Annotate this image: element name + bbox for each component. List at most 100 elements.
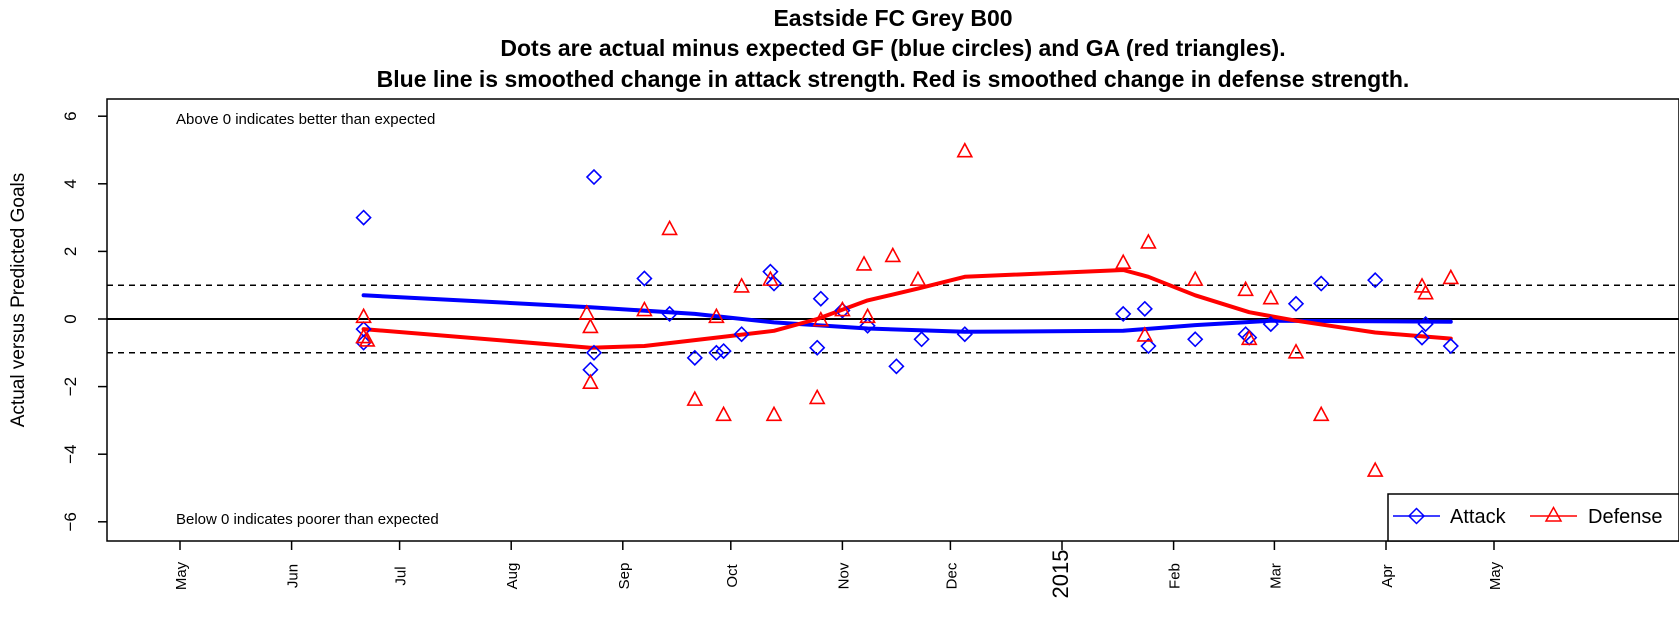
x-tick-label: Dec xyxy=(943,562,960,589)
x-tick-label: May xyxy=(173,561,190,590)
x-tick-label: Jun xyxy=(285,564,302,588)
defense-point xyxy=(686,390,704,406)
attack-point xyxy=(355,334,372,351)
defense-point xyxy=(1237,280,1254,297)
attack-point xyxy=(859,317,876,334)
chart-title: Eastside FC Grey B00 xyxy=(773,5,1012,31)
defense-point xyxy=(1240,329,1258,346)
defense-point xyxy=(1417,283,1434,300)
annotation-below-zero: Below 0 indicates poorer than expected xyxy=(176,511,439,528)
smoothed-line-attack xyxy=(361,293,1453,334)
attack-point xyxy=(1140,337,1157,355)
x-tick-label: Apr xyxy=(1379,564,1396,587)
attack-point xyxy=(956,326,973,343)
defense-point xyxy=(1366,461,1384,477)
attack-point xyxy=(715,342,732,360)
defense-point xyxy=(1287,343,1305,359)
defense-point xyxy=(578,304,596,320)
x-tick-label: Sep xyxy=(616,563,633,590)
attack-point xyxy=(733,326,750,343)
defense-point xyxy=(582,373,599,390)
attack-point xyxy=(809,339,826,356)
y-tick-label: 2 xyxy=(61,247,80,256)
attack-point xyxy=(1442,337,1459,355)
attack-point xyxy=(765,275,783,292)
attack-point xyxy=(1413,329,1431,346)
y-tick-label: −2 xyxy=(61,377,80,396)
attack-point xyxy=(1287,295,1305,312)
defense-point xyxy=(1262,289,1280,305)
defense-point xyxy=(1186,270,1204,286)
defense-point xyxy=(358,331,376,347)
x-tick-label: Oct xyxy=(724,564,741,588)
attack-point xyxy=(1367,271,1384,289)
chart-subtitle-line-2: Blue line is smoothed change in attack s… xyxy=(377,66,1410,92)
attack-point xyxy=(834,302,851,319)
legend-attack-marker-icon xyxy=(1407,507,1426,525)
defense-point xyxy=(1136,326,1154,342)
x-tick-label: Nov xyxy=(835,562,852,589)
x-tick-label: May xyxy=(1487,561,1504,590)
y-axis: −6 −4 −2 0 2 4 6 xyxy=(61,111,107,531)
defense-point xyxy=(765,405,783,422)
defense-point xyxy=(636,300,653,317)
attack-point xyxy=(1136,300,1153,317)
annotation-above-zero: Above 0 indicates better than expected xyxy=(176,111,435,128)
attack-point xyxy=(355,209,372,226)
defense-point xyxy=(708,307,725,324)
legend-defense-label: Defense xyxy=(1588,506,1663,528)
y-tick-label: 4 xyxy=(61,179,80,188)
x-tick-label: Mar xyxy=(1267,563,1284,589)
legend-defense-marker-icon xyxy=(1544,505,1563,522)
y-tick-label: −6 xyxy=(61,512,80,531)
defense-point xyxy=(1114,253,1132,270)
attack-point xyxy=(585,344,603,361)
chart-subtitle-line-1: Dots are actual minus expected GF (blue … xyxy=(500,35,1285,61)
defense-point xyxy=(355,327,372,344)
defense-point xyxy=(661,219,678,236)
defense-point xyxy=(1140,233,1157,249)
defense-point xyxy=(855,255,873,271)
defense-point xyxy=(355,307,372,324)
smoothed-line-defense xyxy=(361,268,1453,350)
defense-point xyxy=(834,300,851,317)
attack-point xyxy=(1417,315,1434,333)
defense-point xyxy=(812,311,830,327)
defense-point xyxy=(956,142,974,158)
x-axis: May Jun Jul Aug Sep Oct Nov Dec 2015 Feb Mar Apr May xyxy=(173,541,1504,598)
defense-point xyxy=(715,405,732,422)
defense-point xyxy=(733,277,750,293)
attack-point xyxy=(1262,315,1279,333)
defense-point xyxy=(1442,268,1460,285)
attack-point xyxy=(1187,331,1204,348)
data-points xyxy=(355,142,1460,477)
defense-point xyxy=(909,270,927,286)
attack-point xyxy=(686,349,703,367)
y-tick-label: −4 xyxy=(61,445,80,464)
attack-point xyxy=(636,270,653,287)
x-tick-label: Jul xyxy=(393,566,410,585)
x-tick-label: Aug xyxy=(504,563,521,590)
x-tick-label: 2015 xyxy=(1048,550,1073,599)
defense-point xyxy=(859,307,876,324)
attack-point xyxy=(585,168,603,186)
attack-point xyxy=(1115,305,1132,323)
x-tick-label: Feb xyxy=(1167,563,1184,589)
attack-point xyxy=(812,290,829,307)
attack-point xyxy=(762,263,779,280)
attack-point xyxy=(913,331,930,348)
defense-point xyxy=(1312,405,1330,422)
legend-box xyxy=(1387,493,1679,542)
attack-point xyxy=(661,305,678,323)
attack-point xyxy=(888,358,905,375)
y-tick-label: 0 xyxy=(61,314,80,323)
defense-point xyxy=(762,270,779,286)
legend: Attack Defense xyxy=(1387,493,1679,542)
y-axis-label: Actual versus Predicted Goals xyxy=(8,173,29,428)
defense-point xyxy=(582,317,599,334)
legend-attack-label: Attack xyxy=(1450,506,1507,528)
attack-point xyxy=(708,344,725,361)
defense-point xyxy=(808,388,826,405)
attack-point xyxy=(1313,275,1330,292)
